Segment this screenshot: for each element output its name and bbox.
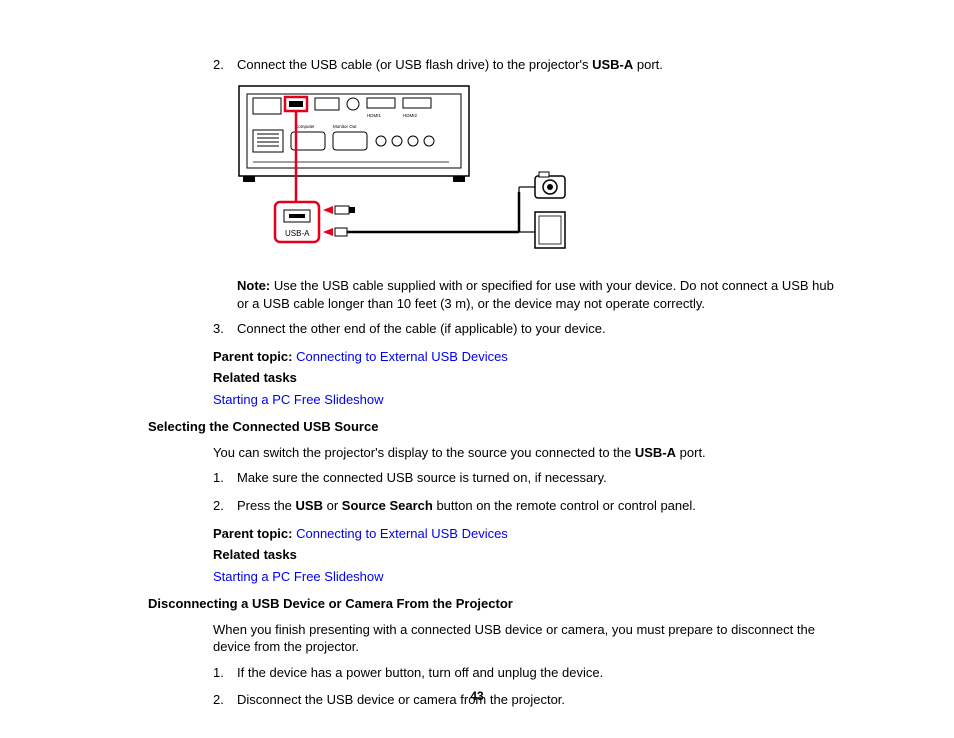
- text: You can switch the projector's display t…: [213, 445, 635, 460]
- step-text: Connect the USB cable (or USB flash driv…: [237, 56, 836, 74]
- section-b-para: When you finish presenting with a connec…: [213, 621, 836, 656]
- text: port.: [633, 57, 663, 72]
- parent-topic-label: Parent topic:: [213, 349, 292, 364]
- parent-topic-link[interactable]: Connecting to External USB Devices: [296, 526, 508, 541]
- document-page: 2. Connect the USB cable (or USB flash d…: [0, 0, 954, 738]
- step-text: Connect the other end of the cable (if a…: [237, 320, 836, 338]
- text: or: [323, 498, 342, 513]
- bold-text: USB: [296, 498, 323, 513]
- related-tasks-link[interactable]: Starting a PC Free Slideshow: [213, 569, 384, 584]
- related-tasks-link-line: Starting a PC Free Slideshow: [213, 568, 836, 586]
- text: button on the remote control or control …: [433, 498, 696, 513]
- step-text: Press the USB or Source Search button on…: [237, 497, 836, 515]
- step-number: 1.: [213, 469, 237, 487]
- section-b-title: Disconnecting a USB Device or Camera Fro…: [148, 595, 836, 613]
- related-tasks-label: Related tasks: [213, 369, 836, 387]
- diagram-svg: HDMI1 HDMI2 Computer Monitor Out: [237, 84, 587, 259]
- section-a-step-2: 2. Press the USB or Source Search button…: [213, 497, 836, 515]
- step-text: If the device has a power button, turn o…: [237, 664, 836, 682]
- bold-text: USB-A: [592, 57, 633, 72]
- text: Connect the USB cable (or USB flash driv…: [237, 57, 592, 72]
- text: port.: [676, 445, 706, 460]
- step-number: 3.: [213, 320, 237, 338]
- note-text: Use the USB cable supplied with or speci…: [237, 278, 834, 311]
- svg-text:Monitor Out: Monitor Out: [333, 124, 357, 129]
- parent-topic-link[interactable]: Connecting to External USB Devices: [296, 349, 508, 364]
- parent-topic-line: Parent topic: Connecting to External USB…: [213, 348, 836, 366]
- note-label: Note:: [237, 278, 270, 293]
- connection-diagram: HDMI1 HDMI2 Computer Monitor Out: [237, 84, 836, 264]
- step-text: Make sure the connected USB source is tu…: [237, 469, 836, 487]
- related-tasks-label: Related tasks: [213, 546, 836, 564]
- section-a-step-1: 1. Make sure the connected USB source is…: [213, 469, 836, 487]
- step-3: 3. Connect the other end of the cable (i…: [213, 320, 836, 338]
- bold-text: USB-A: [635, 445, 676, 460]
- text: Press the: [237, 498, 296, 513]
- step-number: 2.: [213, 497, 237, 515]
- note-block: Note: Use the USB cable supplied with or…: [237, 277, 836, 312]
- section-a-body: You can switch the projector's display t…: [213, 444, 836, 585]
- related-tasks-link-line: Starting a PC Free Slideshow: [213, 391, 836, 409]
- continued-steps: 2. Connect the USB cable (or USB flash d…: [213, 56, 836, 408]
- page-number: 43: [0, 688, 954, 704]
- section-b-step-1: 1. If the device has a power button, tur…: [213, 664, 836, 682]
- bold-text: Source Search: [342, 498, 433, 513]
- svg-text:HDMI2: HDMI2: [403, 113, 417, 118]
- parent-topic-label: Parent topic:: [213, 526, 292, 541]
- svg-text:USB-A: USB-A: [285, 229, 310, 238]
- section-a-title: Selecting the Connected USB Source: [148, 418, 836, 436]
- step-2: 2. Connect the USB cable (or USB flash d…: [213, 56, 836, 74]
- svg-text:HDMI1: HDMI1: [367, 113, 381, 118]
- section-a-para: You can switch the projector's display t…: [213, 444, 836, 462]
- parent-topic-line: Parent topic: Connecting to External USB…: [213, 525, 836, 543]
- step-number: 2.: [213, 56, 237, 74]
- step-number: 1.: [213, 664, 237, 682]
- related-tasks-link[interactable]: Starting a PC Free Slideshow: [213, 392, 384, 407]
- svg-text:Computer: Computer: [295, 124, 315, 129]
